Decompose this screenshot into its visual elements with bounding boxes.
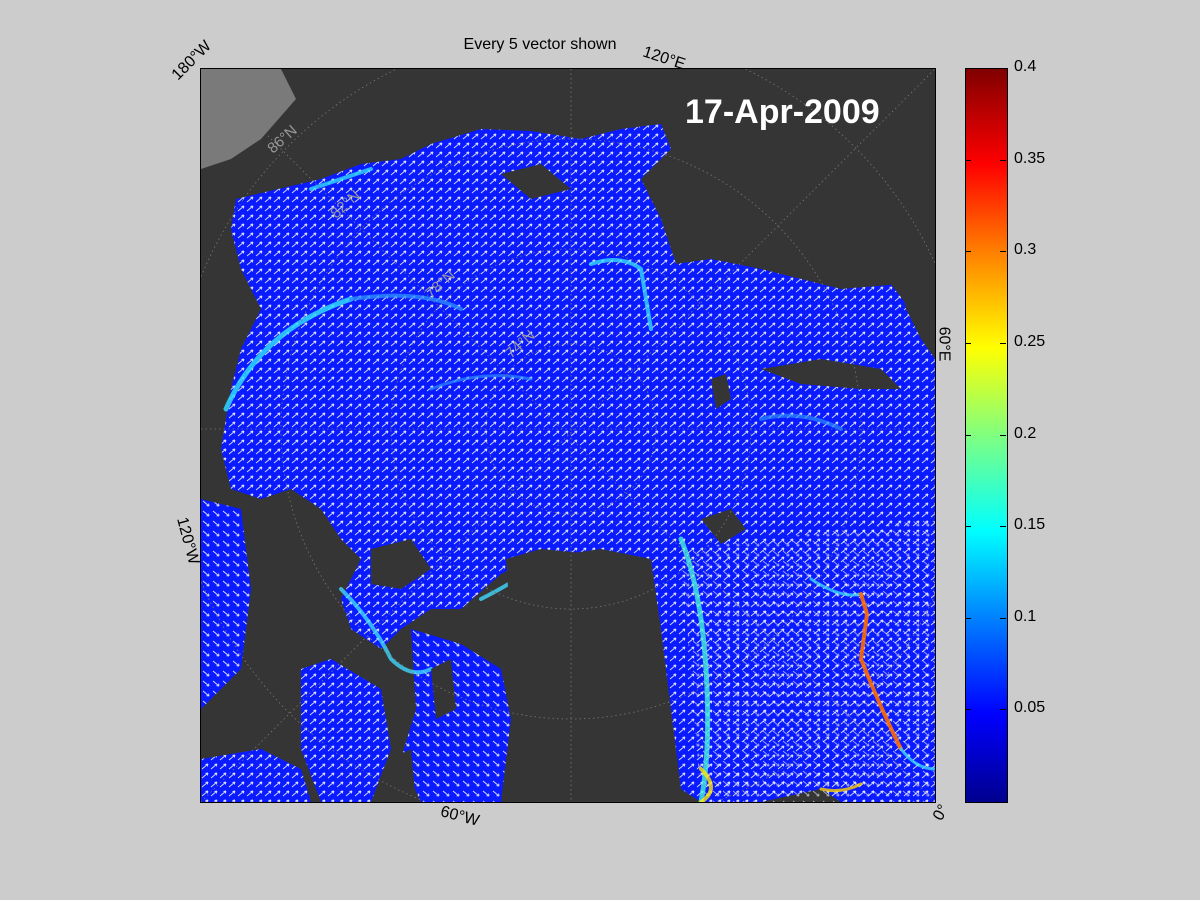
colorbar-tick-label: 0.15 [1014, 516, 1046, 534]
baffin-fragment [391, 749, 416, 802]
sea-ice-field [201, 124, 935, 802]
colorbar-tick-mark [1000, 434, 1006, 436]
colorbar-tick-mark [965, 251, 971, 253]
grey-land-patch [201, 69, 296, 169]
colorbar-tick-mark [965, 434, 971, 436]
colorbar-tick-label: 0.3 [1014, 241, 1037, 259]
land-masses [261, 164, 935, 802]
ellesmere-fragment [431, 659, 456, 719]
colorbar-tick-mark [965, 159, 971, 161]
colorbar-tick-mark [965, 68, 971, 69]
colorbar-tick-mark [965, 342, 971, 344]
colorbar-tick-mark [1000, 342, 1006, 344]
sea-ice-motion-map: 86°N 82°N 78°N 74°N 17-Apr-2009 [200, 68, 936, 803]
colorbar-tick-mark [965, 709, 971, 711]
lon-label-60e: 60°E [935, 326, 953, 362]
colorbar-tick-mark [965, 617, 971, 619]
svalbard [701, 509, 746, 544]
map-canvas: 86°N 82°N 78°N 74°N [201, 69, 935, 802]
canadian-island-2 [261, 529, 321, 609]
colorbar-tick-mark [1000, 526, 1006, 528]
colorbar-tick-label: 0.05 [1014, 699, 1046, 717]
colorbar-tick-mark [1000, 68, 1006, 69]
date-label: 17-Apr-2009 [685, 93, 880, 131]
siberia-coast [841, 249, 935, 304]
colorbar-tick-label: 0.35 [1014, 149, 1046, 167]
canadian-island-1 [371, 539, 431, 589]
figure-title: Every 5 vector shown [463, 36, 617, 53]
colorbar-tick-label: 0.25 [1014, 332, 1046, 350]
colorbar-tick-label: 0.1 [1014, 607, 1037, 625]
colorbar-tick-mark [965, 526, 971, 528]
colorbar-tick-mark [1000, 159, 1006, 161]
colorbar [965, 68, 1008, 803]
colorbar-tick-label: 0.4 [1014, 58, 1037, 75]
graticule [201, 69, 935, 802]
colorbar-tick-mark [1000, 251, 1006, 253]
novaya-zemlya [761, 359, 901, 389]
colorbar-tick-mark [1000, 709, 1006, 711]
greenland [506, 549, 671, 802]
colorbar-tick-mark [1000, 617, 1006, 619]
franz-josef-land [711, 374, 731, 409]
colorbar-tick-label: 0.2 [1014, 424, 1037, 442]
lon-label-0: 0° [930, 801, 953, 824]
new-siberian-islands [501, 164, 571, 199]
lon-label-60w: 60°W [438, 803, 481, 830]
lon-label-120w: 120°W [173, 515, 203, 567]
